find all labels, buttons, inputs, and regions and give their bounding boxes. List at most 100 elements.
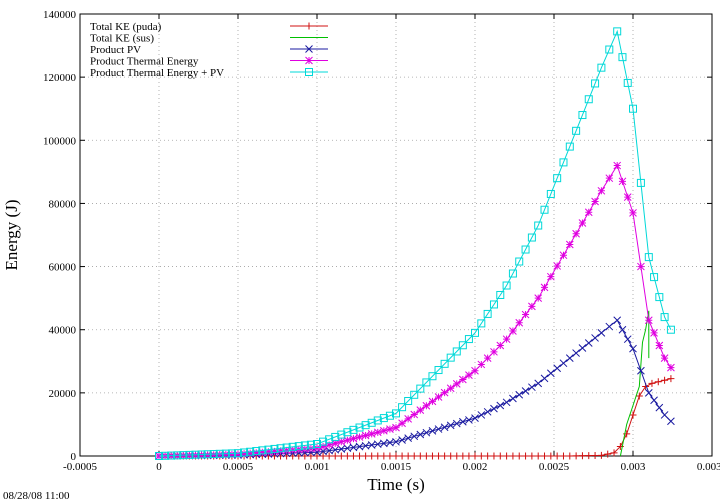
data-point: [644, 316, 653, 325]
data-point: [666, 325, 675, 334]
series-3: [155, 161, 675, 460]
data-point: [343, 436, 352, 445]
data-point: [452, 419, 461, 428]
data-point: [458, 417, 467, 426]
data-point: [572, 349, 580, 357]
data-point: [667, 375, 675, 383]
data-point: [591, 451, 599, 459]
data-point: [471, 414, 479, 422]
data-point: [618, 177, 627, 186]
series-line: [158, 164, 672, 457]
x-tick-label: 0.003: [621, 461, 646, 473]
data-point: [496, 290, 505, 299]
data-point: [610, 449, 618, 457]
data-point: [613, 27, 622, 36]
data-point: [635, 392, 643, 400]
data-point: [605, 174, 614, 183]
data-point: [252, 448, 261, 457]
data-point: [553, 364, 562, 373]
data-point: [655, 341, 664, 350]
data-point: [509, 394, 517, 403]
data-point: [660, 411, 669, 419]
data-point: [572, 126, 581, 135]
data-point: [496, 341, 505, 350]
data-point: [534, 221, 543, 230]
y-tick-label: 120000: [43, 72, 77, 84]
data-point: [572, 229, 580, 238]
grid: [80, 14, 712, 456]
data-point: [453, 452, 461, 460]
data-point: [521, 387, 530, 395]
y-tick-label: 100000: [43, 135, 77, 147]
data-point: [618, 325, 627, 334]
data-point: [452, 347, 461, 356]
data-point: [528, 302, 536, 311]
data-point: [528, 452, 536, 460]
data-point: [386, 452, 394, 460]
data-point: [422, 401, 431, 410]
data-point: [209, 450, 218, 459]
data-point: [191, 450, 200, 459]
data-point: [540, 283, 549, 292]
data-point: [553, 262, 562, 270]
series-layer: [155, 27, 675, 460]
data-point: [584, 95, 593, 104]
data-point: [349, 434, 358, 443]
data-point: [416, 406, 425, 414]
data-point: [496, 401, 505, 410]
data-point: [629, 104, 637, 113]
data-point: [343, 452, 351, 460]
data-point: [197, 450, 206, 459]
data-point: [404, 414, 413, 423]
data-point: [398, 436, 406, 444]
data-point: [258, 446, 267, 455]
data-point: [435, 452, 443, 460]
data-point: [446, 353, 455, 362]
data-point: [428, 427, 437, 435]
data-point: [385, 411, 394, 420]
data-point: [441, 452, 449, 460]
data-point: [623, 193, 632, 201]
data-point: [502, 281, 511, 290]
data-point: [367, 418, 376, 427]
data-point: [452, 380, 461, 388]
data-point: [167, 451, 176, 460]
data-point: [458, 375, 467, 384]
data-point: [578, 452, 586, 460]
data-point: [534, 452, 542, 460]
data-point: [623, 335, 632, 344]
x-axis-label: Time (s): [367, 475, 424, 494]
data-point: [471, 366, 479, 375]
data-point: [584, 208, 593, 217]
data-point: [379, 426, 388, 435]
data-point: [515, 452, 523, 460]
data-point: [337, 452, 345, 460]
data-point: [276, 447, 285, 455]
data-point: [446, 421, 455, 430]
data-point: [534, 294, 543, 302]
data-point: [161, 451, 170, 460]
data-point: [597, 451, 605, 459]
data-point: [179, 451, 188, 460]
data-point: [221, 449, 230, 458]
data-point: [434, 393, 443, 401]
data-point: [471, 328, 479, 337]
data-point: [528, 383, 536, 392]
data-point: [349, 452, 357, 460]
data-point: [416, 452, 424, 460]
series-0: [155, 375, 675, 460]
data-point: [446, 384, 455, 393]
data-point: [410, 410, 419, 419]
data-point: [386, 425, 394, 434]
legend-label: Product PV: [90, 44, 141, 56]
data-point: [578, 219, 587, 227]
data-point: [477, 319, 486, 328]
data-point: [584, 339, 593, 347]
data-point: [246, 449, 255, 458]
data-point: [428, 452, 436, 460]
data-point: [521, 310, 530, 319]
legend: Total KE (puda)Total KE (sus)Product PVP…: [90, 21, 328, 79]
data-point: [484, 452, 492, 460]
x-tick-label: -0.0005: [63, 461, 97, 473]
